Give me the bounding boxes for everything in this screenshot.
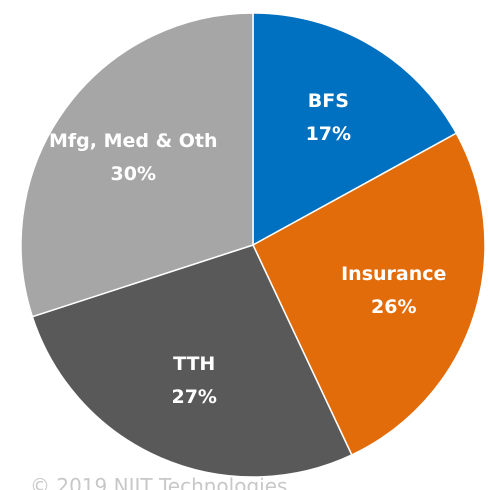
slice-label: TTH 27% — [109, 348, 279, 414]
category-label: TTH — [173, 352, 216, 375]
value-label: 26% — [371, 295, 417, 318]
pie-slice — [31, 244, 353, 478]
slice-label: BFS 17% — [243, 85, 413, 151]
footer: © 2019 NIIT Technologies — [30, 474, 288, 490]
slice-label: Insurance 26% — [309, 258, 479, 324]
value-label: 30% — [110, 163, 156, 185]
category-label: Mfg, Med & Oth — [48, 130, 218, 152]
pie-slice — [252, 132, 486, 456]
value-label: 17% — [305, 122, 352, 145]
pie-slice — [20, 12, 254, 318]
pie-slice — [252, 12, 458, 247]
slice-label: Mfg, Med & Oth 30% — [48, 125, 218, 191]
category-label: Insurance — [341, 262, 447, 285]
value-label: 27% — [171, 385, 217, 408]
category-label: BFS — [307, 89, 349, 112]
